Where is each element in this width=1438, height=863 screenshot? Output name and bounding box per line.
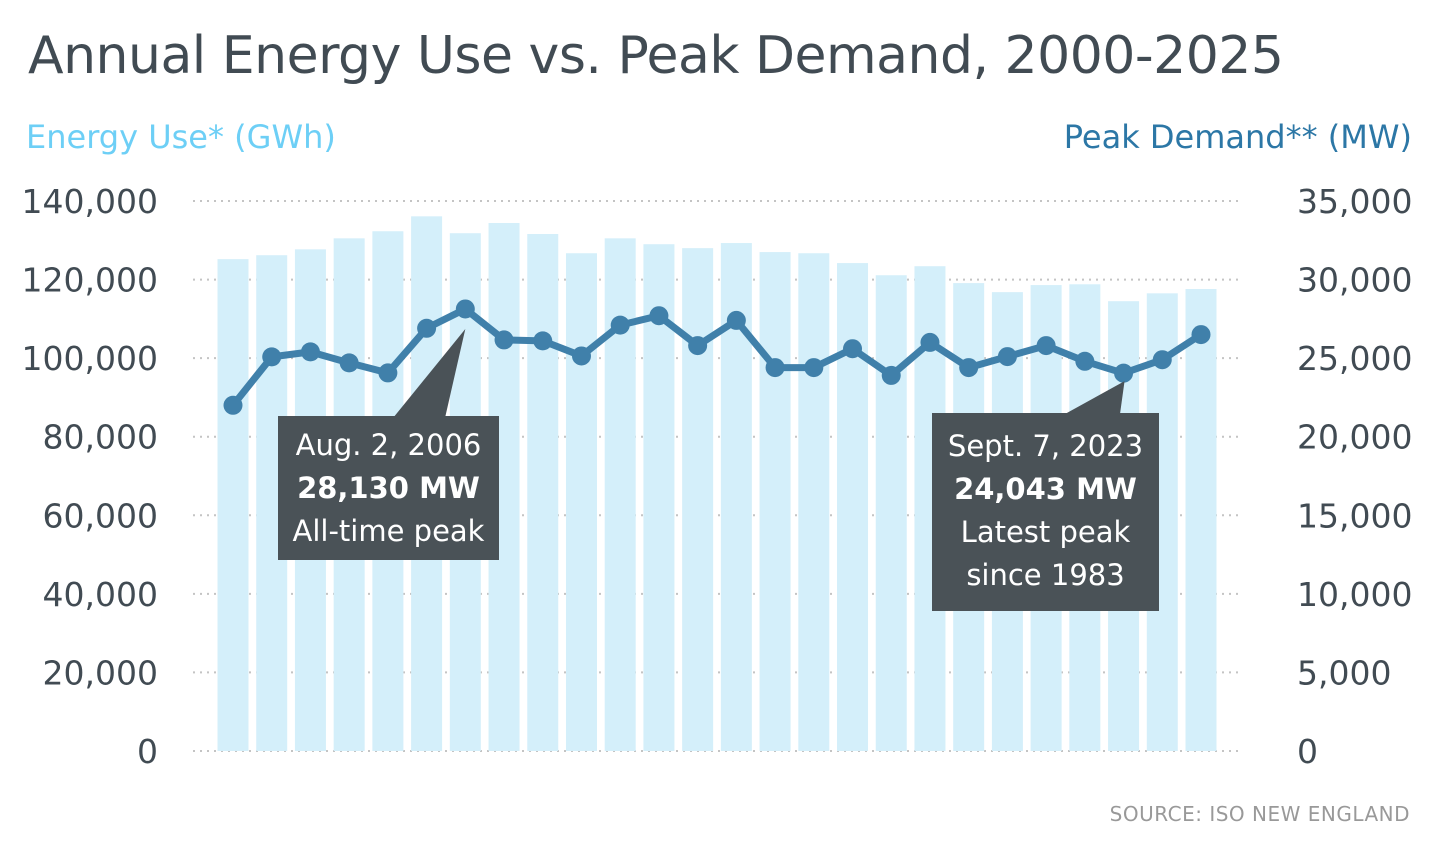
peak-point-2008 <box>533 331 553 351</box>
peak-point-2003 <box>339 353 359 373</box>
peak-point-2011 <box>649 306 669 326</box>
right-tick-label: 10,000 <box>1297 575 1412 614</box>
left-tick-label: 80,000 <box>43 418 158 457</box>
energy-bar-2016 <box>837 263 869 751</box>
peak-point-2002 <box>300 342 320 362</box>
left-tick-label: 120,000 <box>22 261 158 300</box>
peak-point-2019 <box>959 358 979 378</box>
energy-bar-2012 <box>682 248 714 751</box>
peak-point-2006 <box>455 299 475 319</box>
peak-point-2010 <box>610 315 630 335</box>
annotation-2023: Sept. 7, 2023 24,043 MW Latest peak sinc… <box>932 413 1159 611</box>
peak-point-2016 <box>843 339 863 359</box>
left-tick-label: 0 <box>137 732 158 771</box>
left-axis-label: Energy Use* (GWh) <box>26 118 336 156</box>
energy-bar-2000 <box>217 259 249 751</box>
energy-bar-2025 <box>1185 289 1217 751</box>
annotation-date: Aug. 2, 2006 <box>295 428 482 462</box>
peak-point-2000 <box>223 395 243 415</box>
chart-title: Annual Energy Use vs. Peak Demand, 2000-… <box>28 26 1284 86</box>
right-tick-label: 35,000 <box>1297 182 1412 221</box>
peak-point-2009 <box>571 346 591 366</box>
right-tick-label: 15,000 <box>1297 496 1412 535</box>
peak-point-2021 <box>1036 336 1056 356</box>
left-tick-label: 60,000 <box>43 496 158 535</box>
annotation-note: Latest peak <box>960 515 1131 549</box>
annotation-note: since 1983 <box>966 558 1125 592</box>
peak-point-2014 <box>765 358 785 378</box>
energy-bar-2010 <box>604 238 636 752</box>
annotation-value: 28,130 MW <box>297 471 480 505</box>
peak-point-2023 <box>1114 363 1134 383</box>
left-tick-label: 40,000 <box>43 575 158 614</box>
peak-point-2007 <box>494 330 514 350</box>
annotation-2006: Aug. 2, 2006 28,130 MW All-time peak <box>278 416 499 560</box>
energy-bar-2008 <box>527 234 559 751</box>
annotation-note: All-time peak <box>292 514 485 548</box>
right-tick-label: 25,000 <box>1297 339 1412 378</box>
peak-point-2004 <box>378 363 398 383</box>
annotation-value: 24,043 MW <box>954 472 1137 506</box>
annotation-pointer <box>1065 381 1125 414</box>
right-tick-label: 0 <box>1297 732 1318 771</box>
energy-bar-2017 <box>875 275 907 751</box>
peak-point-2025 <box>1191 325 1211 345</box>
peak-point-2018 <box>920 332 940 352</box>
energy-bar-2009 <box>565 253 597 751</box>
peak-point-2015 <box>804 358 824 378</box>
energy-bar-2011 <box>643 244 675 751</box>
peak-point-2012 <box>688 336 708 356</box>
left-tick-label: 140,000 <box>22 182 158 221</box>
left-tick-label: 100,000 <box>22 339 158 378</box>
peak-point-2022 <box>1075 351 1095 371</box>
source-note: SOURCE: ISO NEW ENGLAND <box>1109 802 1410 826</box>
annotation-date: Sept. 7, 2023 <box>947 429 1144 463</box>
peak-point-2024 <box>1152 350 1172 370</box>
peak-point-2020 <box>997 347 1017 367</box>
annotation-pointer <box>393 328 466 418</box>
energy-bar-2014 <box>759 252 791 752</box>
energy-bar-2015 <box>798 253 830 751</box>
left-tick-label: 20,000 <box>43 653 158 692</box>
right-tick-label: 30,000 <box>1297 261 1412 300</box>
right-axis-label: Peak Demand** (MW) <box>1063 118 1412 156</box>
peak-point-2005 <box>417 318 437 338</box>
peak-point-2001 <box>262 347 282 367</box>
right-tick-label: 20,000 <box>1297 418 1412 457</box>
peak-point-2013 <box>726 310 746 330</box>
peak-point-2017 <box>881 365 901 385</box>
right-tick-label: 5,000 <box>1297 653 1391 692</box>
